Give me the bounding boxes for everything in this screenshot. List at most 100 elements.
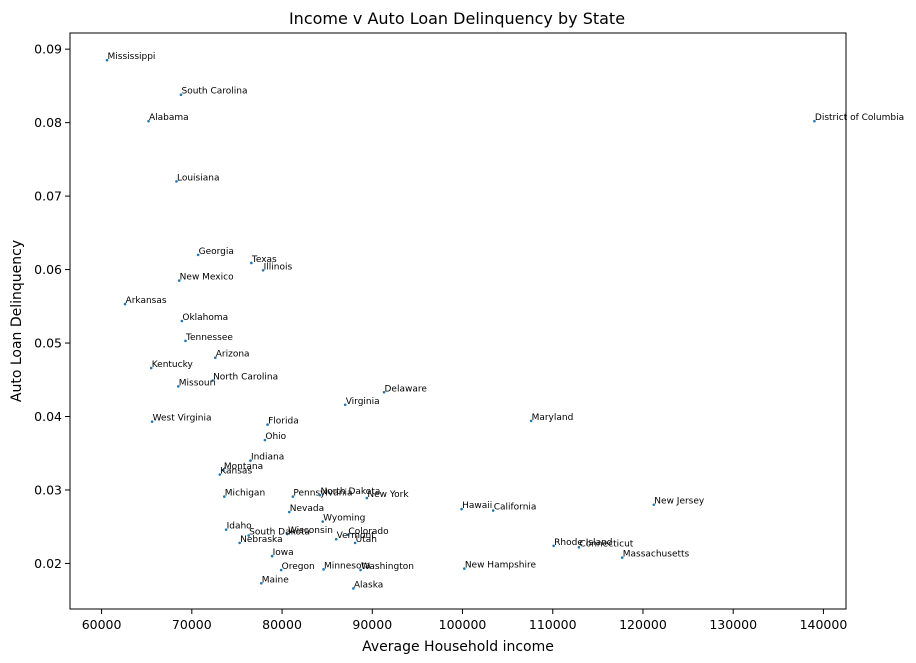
data-point-label: Alaska — [354, 580, 383, 590]
y-tick-label: 0.07 — [34, 189, 62, 204]
data-point — [279, 568, 283, 572]
data-point — [105, 58, 109, 62]
data-point — [147, 119, 150, 123]
data-point — [287, 510, 291, 514]
data-point-label: South Dakota — [249, 528, 310, 538]
data-point-label: Maine — [262, 575, 289, 585]
chart-title: Income v Auto Loan Delinquency by State — [289, 9, 625, 28]
data-point-label: Illinois — [264, 262, 293, 272]
y-tick-label: 0.05 — [34, 336, 62, 351]
data-point-label: Mississippi — [107, 52, 155, 62]
x-tick-label: 120000 — [619, 617, 667, 632]
data-point-label: Georgia — [199, 247, 234, 257]
data-point — [179, 93, 183, 97]
data-point-label: Arkansas — [126, 296, 167, 306]
data-point-label: Ohio — [265, 432, 286, 442]
data-point — [266, 423, 269, 426]
data-point — [247, 534, 250, 537]
x-tick-label: 80000 — [262, 617, 302, 632]
data-point-label: Washington — [361, 562, 414, 572]
data-point — [150, 420, 154, 423]
data-point — [175, 180, 178, 183]
data-point-label: New York — [367, 490, 409, 500]
data-point — [222, 495, 226, 498]
data-point — [184, 339, 187, 343]
data-point — [334, 537, 338, 541]
data-point-label: Missouri — [179, 378, 216, 388]
data-point — [270, 554, 274, 558]
data-point-label: Nebraska — [240, 535, 282, 545]
points-layer: Mississippi South Carolina Alabama District… — [105, 52, 904, 590]
data-point — [176, 385, 180, 388]
data-point-label: Indiana — [251, 453, 284, 463]
data-point — [652, 503, 656, 506]
data-point-label: New Jersey — [654, 497, 705, 507]
data-point-label: Oklahoma — [182, 313, 228, 323]
data-point-label: Florida — [268, 417, 299, 427]
data-point-label: Minnesota — [324, 561, 370, 571]
data-point-label: Oregon — [282, 562, 315, 572]
data-point-label: West Virginia — [153, 414, 212, 424]
data-point-label: Rhode Island — [554, 538, 612, 548]
data-point — [180, 319, 184, 323]
data-point — [123, 302, 127, 306]
data-point-label: Kentucky — [152, 360, 194, 370]
x-tick-label: 70000 — [172, 617, 212, 632]
data-point-label: New Hampshire — [465, 561, 537, 571]
data-point-label: North Carolina — [213, 373, 278, 383]
data-point-label: District of Columbia — [815, 113, 904, 123]
data-point — [577, 545, 581, 549]
data-point — [261, 269, 265, 272]
data-point — [322, 568, 325, 571]
x-axis-label: Average Household income — [362, 639, 554, 655]
data-point-label: California — [494, 503, 537, 513]
x-tick-label: 100000 — [439, 617, 487, 632]
y-tick-label: 0.08 — [34, 115, 62, 130]
data-point — [291, 495, 295, 498]
data-point — [382, 390, 386, 394]
data-point — [211, 379, 214, 382]
data-point-label: Tennessee — [185, 333, 233, 343]
x-tick-label: 60000 — [82, 617, 122, 632]
data-point — [196, 253, 200, 257]
data-point — [259, 581, 263, 585]
data-point — [352, 587, 355, 590]
data-point-label: New Mexico — [180, 273, 234, 283]
data-point-label: Massachusetts — [623, 550, 690, 560]
data-point — [177, 279, 181, 282]
data-point — [359, 568, 362, 572]
data-point-label: Idaho — [227, 522, 253, 532]
data-point-label: Louisiana — [177, 173, 220, 183]
data-point — [552, 544, 555, 548]
data-point-label: North Dakota — [320, 487, 380, 497]
y-tick-label: 0.03 — [34, 482, 62, 497]
x-tick-label: 140000 — [800, 617, 848, 632]
data-point — [321, 520, 324, 523]
data-point — [222, 468, 225, 472]
data-point-label: South Carolina — [181, 87, 247, 97]
data-point — [365, 496, 369, 500]
data-point-label: Texas — [251, 255, 277, 265]
x-tick-label: 130000 — [709, 617, 757, 632]
data-point — [353, 541, 357, 545]
data-point-label: Iowa — [273, 548, 294, 558]
plot-area — [69, 32, 847, 610]
data-point-label: Colorado — [348, 527, 389, 537]
data-point — [213, 356, 217, 360]
data-point — [343, 403, 347, 407]
data-point-label: Wisconsin — [288, 526, 333, 536]
x-tick-label: 90000 — [352, 617, 392, 632]
data-point-label: Nevada — [290, 504, 324, 514]
data-point — [250, 261, 253, 265]
data-point — [318, 493, 322, 497]
data-point-label: Arizona — [216, 350, 250, 360]
data-point-label: Montana — [224, 462, 263, 472]
data-point-label: Michigan — [225, 489, 265, 499]
data-point — [529, 419, 533, 423]
y-tick-label: 0.02 — [34, 556, 62, 571]
data-point — [218, 473, 222, 476]
y-tick-label: 0.06 — [34, 262, 62, 277]
data-point-label: Maryland — [532, 413, 574, 423]
data-point — [620, 556, 624, 559]
